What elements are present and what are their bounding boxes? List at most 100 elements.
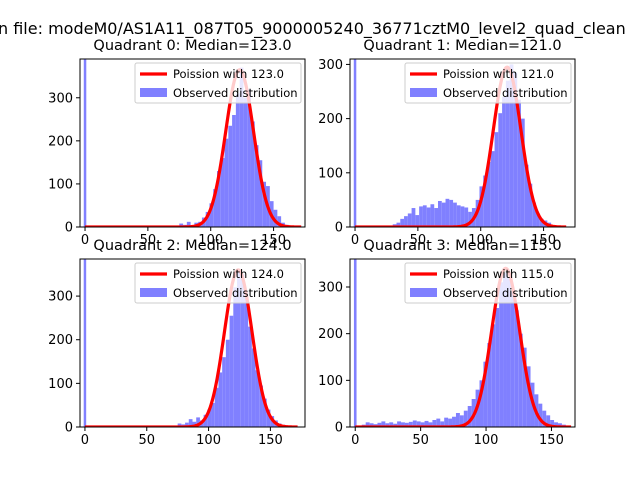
histogram-bar	[437, 200, 442, 227]
panel-title: Quadrant 0: Median=123.0	[93, 38, 291, 54]
histogram-bar	[393, 423, 398, 427]
histogram-bar	[524, 164, 529, 227]
legend-poisson-label: Poission with 123.0	[173, 67, 284, 81]
histogram-bar	[225, 339, 230, 427]
histogram-bar	[498, 113, 503, 227]
x-tick-label: 50	[410, 233, 427, 248]
legend-box	[404, 62, 572, 104]
histogram-bar	[432, 420, 437, 427]
histogram-bar	[490, 151, 495, 227]
histogram-bar	[237, 269, 241, 427]
y-tick-label: 0	[335, 421, 343, 436]
histogram-bar	[436, 418, 441, 427]
legend-box	[134, 62, 302, 104]
histogram-bar	[389, 422, 394, 427]
histogram-bar	[250, 121, 255, 227]
x-tick-label: 50	[140, 233, 157, 248]
y-tick-label: 300	[318, 58, 343, 73]
poisson-curve	[354, 65, 568, 227]
histogram-bar	[487, 343, 492, 427]
histogram-bar	[365, 422, 370, 427]
histogram-bar	[177, 423, 182, 427]
histogram-bar	[416, 421, 421, 427]
y-tick-label: 200	[48, 134, 73, 149]
x-tick-label: 100	[474, 433, 499, 448]
histogram-bar	[483, 175, 488, 227]
legend-histogram-swatch	[140, 288, 167, 297]
x-tick-label: 100	[198, 233, 223, 248]
histogram-bar	[514, 310, 519, 427]
x-tick-label: 150	[539, 433, 564, 448]
legend-histogram-label: Observed distribution	[443, 286, 568, 300]
legend: Poission with 121.0 Observed distribution	[404, 62, 572, 104]
histogram-bar	[526, 366, 531, 427]
legend-poisson-label: Poission with 124.0	[173, 267, 284, 281]
histogram-bar	[502, 96, 506, 227]
histogram-bar	[186, 221, 191, 227]
legend-box	[404, 262, 572, 304]
histogram-bar	[240, 274, 245, 427]
panel-quadrant-3: Quadrant 3: Median=115.0 0 50 100 150 0 100 20…	[318, 238, 576, 448]
histogram-bar	[510, 291, 515, 427]
legend: Poission with 123.0 Observed distribution	[134, 62, 302, 104]
y-tick-label: 100	[318, 166, 343, 181]
plot-area	[353, 59, 568, 227]
histogram-bar	[412, 420, 417, 427]
histogram-bar	[463, 410, 468, 427]
histogram-bar	[422, 205, 427, 227]
panel-quadrant-1: Quadrant 1: Median=121.0 0 50 100 150 0 100 20…	[318, 38, 576, 248]
figure-suptitle: n file: modeM0/AS1A11_087T05_9000005240_…	[0, 19, 626, 39]
y-tick-label: 100	[318, 374, 343, 389]
legend-histogram-label: Observed distribution	[173, 86, 298, 100]
histogram-bar	[185, 422, 189, 427]
poisson-curve	[84, 68, 303, 227]
histogram-bar	[233, 287, 238, 427]
panel-title: Quadrant 3: Median=115.0	[363, 238, 561, 254]
histogram-bar	[483, 361, 488, 427]
histogram-bar	[396, 222, 401, 227]
histogram-bar	[213, 189, 218, 227]
x-tick-label: 0	[351, 433, 359, 448]
legend-histogram-swatch	[410, 288, 437, 297]
histogram-bar	[460, 206, 465, 227]
histogram-spike-bar	[83, 259, 87, 427]
legend-histogram-label: Observed distribution	[173, 286, 298, 300]
axes-frame	[79, 58, 306, 228]
histogram-bar	[244, 291, 249, 427]
histogram-bar	[196, 417, 200, 427]
legend-box	[134, 262, 302, 304]
histogram-bar	[214, 387, 219, 427]
histogram-bar	[518, 333, 523, 427]
legend-histogram-label: Observed distribution	[443, 86, 568, 100]
histogram-bar	[251, 348, 256, 427]
legend-histogram-swatch	[410, 88, 437, 97]
y-tick-label: 0	[65, 421, 73, 436]
histogram-bar	[522, 347, 527, 427]
poisson-curve	[354, 266, 573, 427]
y-tick-label: 300	[318, 281, 343, 296]
histogram-bar	[491, 324, 496, 427]
y-tick-label: 200	[48, 333, 73, 348]
histogram-bar	[444, 417, 449, 427]
axes-frame	[349, 58, 576, 228]
histogram-bar	[448, 418, 453, 427]
histogram-bar	[254, 145, 259, 227]
histogram-bar	[205, 211, 210, 227]
y-tick-label: 300	[48, 290, 73, 305]
histogram-bar	[434, 208, 438, 227]
histogram-bar	[247, 89, 251, 227]
histogram-bar	[479, 186, 484, 227]
histogram-bar	[479, 380, 484, 427]
y-tick-label: 200	[318, 327, 343, 342]
histogram-bar	[506, 277, 511, 427]
histogram-bar	[266, 409, 271, 427]
histogram-bar	[536, 213, 540, 227]
histogram-bar	[546, 415, 551, 427]
histogram-bar	[420, 422, 425, 427]
histogram-spike-bar	[353, 59, 357, 227]
histogram-bar	[381, 421, 386, 427]
histogram-bar	[209, 203, 214, 227]
panel-quadrant-2: Quadrant 2: Median=124.0 0 50 100 150 0 100 20…	[48, 238, 306, 448]
histogram-bar	[218, 372, 223, 427]
